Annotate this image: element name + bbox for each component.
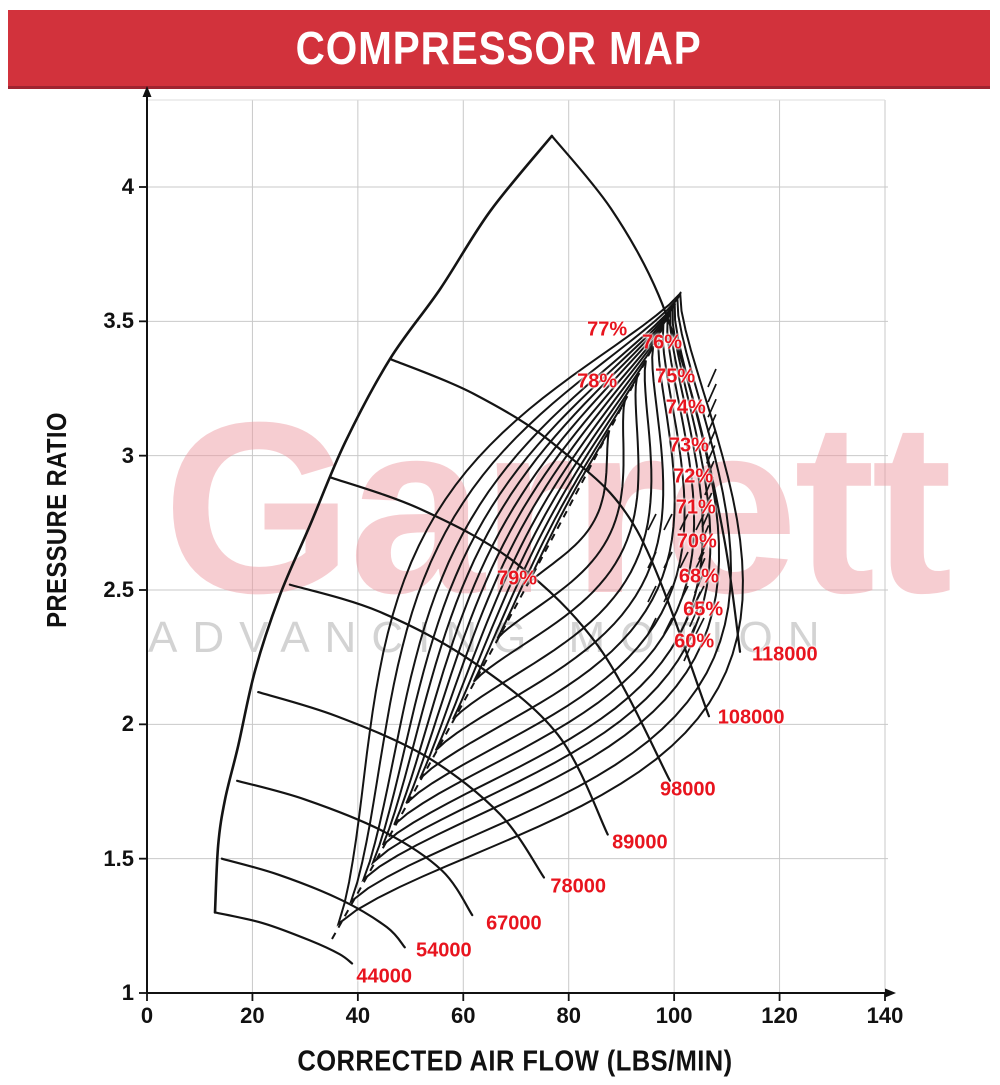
grid-lines [146, 99, 888, 993]
efficiency-label: 79% [497, 567, 538, 590]
efficiency-label: 70% [676, 530, 717, 553]
efficiency-label: 77% [587, 318, 628, 341]
efficiency-label: 72% [673, 465, 714, 488]
efficiency-label: 71% [675, 496, 716, 519]
efficiency-label: 75% [655, 365, 696, 388]
speed-label: 108000 [717, 706, 785, 729]
speed-lines [213, 134, 742, 965]
y-axis-tick-label: 4 [121, 173, 134, 199]
speed-label: 67000 [486, 912, 542, 935]
speed-label: 118000 [752, 643, 818, 666]
y-axis-tick-label: 2 [121, 711, 134, 737]
x-axis-tick-label: 40 [345, 1003, 371, 1028]
efficiency-label: 73% [668, 434, 709, 457]
speed-label: 44000 [356, 965, 413, 988]
x-axis-tick-label: 0 [140, 1003, 154, 1028]
x-axis-tick-label: 100 [655, 1003, 693, 1028]
choke-hatch-marks [647, 368, 717, 662]
garrett-watermark: Garrett [163, 371, 950, 644]
y-axis-tick-label: 1 [121, 980, 134, 1005]
y-axis-tick-label: 2.5 [103, 576, 134, 602]
y-axis-tick-label: 3.5 [103, 308, 134, 334]
y-axis-title: PRESSURE RATIO [41, 412, 72, 628]
efficiency-label: 78% [577, 370, 618, 393]
x-axis-tick-label: 20 [240, 1003, 265, 1028]
speed-label: 89000 [612, 831, 668, 854]
speed-label: 54000 [415, 939, 472, 962]
x-axis-tick-label: 140 [866, 1003, 904, 1028]
efficiency-label: 68% [678, 565, 719, 588]
speed-label: 98000 [660, 778, 716, 801]
efficiency-label: 65% [683, 598, 724, 621]
efficiency-label: 74% [665, 396, 706, 419]
efficiency-label: 60% [674, 630, 715, 653]
x-axis-tick-label: 120 [761, 1003, 798, 1028]
y-axis-tick-label: 3 [121, 442, 134, 468]
x-axis-tick-label: 80 [556, 1003, 581, 1028]
x-axis-title: CORRECTED AIR FLOW (LBS/MIN) [297, 1045, 733, 1078]
efficiency-label: 76% [642, 331, 683, 354]
header-banner: COMPRESSOR MAP [8, 10, 990, 89]
y-axis-tick-label: 1.5 [103, 845, 134, 871]
page-title: COMPRESSOR MAP [296, 22, 702, 74]
axes [139, 86, 896, 1001]
speed-label: 78000 [550, 875, 606, 898]
x-axis-tick-label: 60 [451, 1003, 476, 1028]
